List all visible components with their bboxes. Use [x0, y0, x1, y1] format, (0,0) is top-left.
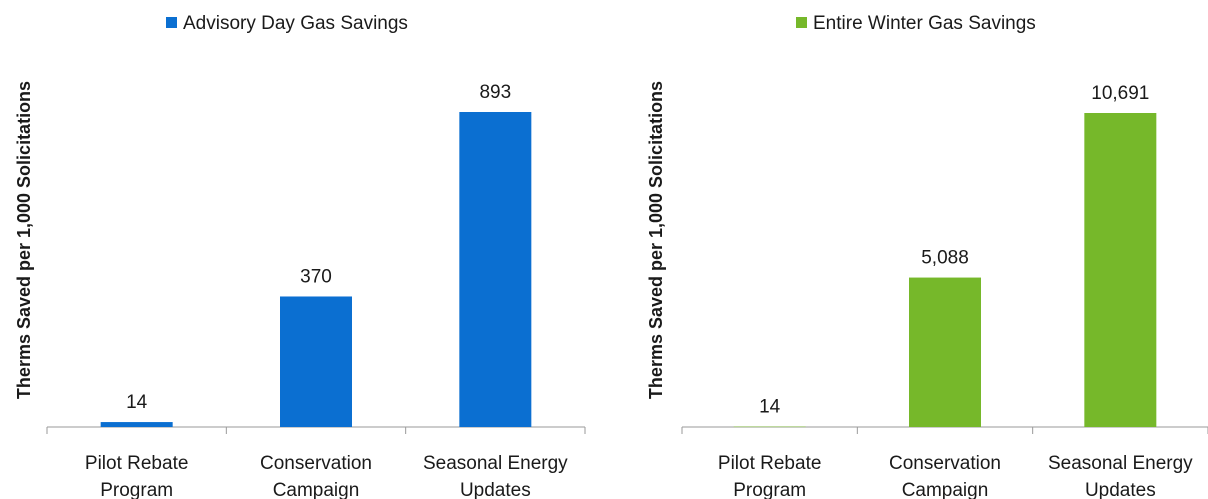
chart-0-bar-0: [100, 422, 173, 427]
chart-0-data-label-0: 14: [126, 392, 148, 413]
chart-1-x-tick-label-0-1: Program: [733, 480, 806, 499]
chart-1-y-axis-label: Therms Saved per 1,000 Solicitations: [646, 81, 666, 399]
chart-0-x-tick-label-1-0: Conservation: [260, 453, 372, 474]
chart-1-legend-swatch: [796, 17, 807, 28]
chart-1-data-label-0: 14: [759, 397, 781, 418]
chart-1-x-tick-label-1-1: Campaign: [902, 480, 989, 499]
chart-0-data-label-1: 370: [300, 266, 332, 287]
chart-1-data-label-2: 10,691: [1091, 83, 1149, 104]
chart-0-x-tick-label-2-0: Seasonal Energy: [423, 453, 568, 474]
chart-entire-winter-svg: Entire Winter Gas Savings Therms Saved pe…: [646, 13, 1208, 499]
chart-1-x-tick-label-0-0: Pilot Rebate: [718, 453, 822, 474]
chart-0-bar-1: [280, 296, 352, 427]
chart-advisory-day: Advisory Day Gas Savings Therms Saved per…: [14, 13, 586, 499]
chart-0-bar-2: [459, 112, 532, 427]
chart-0-x-tick-label-0-1: Program: [100, 480, 173, 499]
chart-0-y-axis-label: Therms Saved per 1,000 Solicitations: [14, 81, 34, 399]
chart-1-x-tick-label-2-1: Updates: [1085, 480, 1156, 499]
chart-1-data-label-1: 5,088: [921, 248, 969, 269]
chart-0-x-tick-label-1-1: Campaign: [273, 480, 360, 499]
chart-1-legend-label: Entire Winter Gas Savings: [813, 13, 1036, 34]
chart-0-legend-label: Advisory Day Gas Savings: [183, 13, 408, 34]
chart-1-legend: Entire Winter Gas Savings: [796, 13, 1036, 34]
chart-1-bar-2: [1084, 113, 1157, 427]
chart-1-x-tick-label-1-0: Conservation: [889, 453, 1001, 474]
chart-0-x-tick-label-0-0: Pilot Rebate: [85, 453, 189, 474]
chart-0-legend: Advisory Day Gas Savings: [166, 13, 408, 34]
chart-entire-winter: Entire Winter Gas Savings Therms Saved pe…: [604, 0, 1208, 499]
chart-1-bar-0: [733, 426, 806, 428]
chart-advisory-day-svg: Advisory Day Gas Savings Therms Saved per…: [14, 13, 586, 499]
chart-0-data-label-2: 893: [479, 82, 511, 103]
chart-1-bar-1: [909, 277, 981, 427]
chart-0-x-tick-label-2-1: Updates: [460, 480, 531, 499]
chart-0-legend-swatch: [166, 17, 177, 28]
chart-1-x-tick-label-2-0: Seasonal Energy: [1048, 453, 1193, 474]
